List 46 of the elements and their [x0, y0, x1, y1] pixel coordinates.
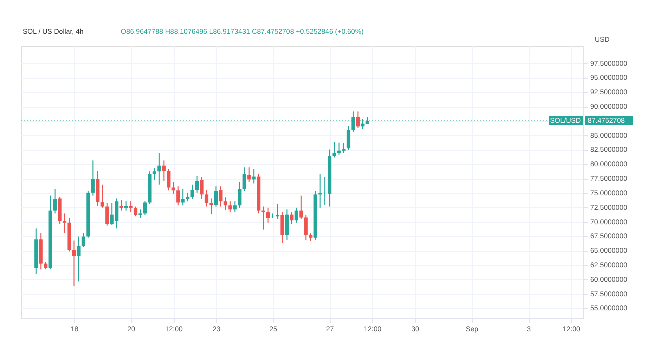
- candlestick: [332, 142, 336, 158]
- candlestick: [167, 168, 171, 192]
- candlestick: [72, 240, 76, 287]
- candlestick: [124, 201, 128, 212]
- candlestick: [54, 188, 58, 214]
- candlestick: [356, 111, 360, 129]
- candlestick: [204, 190, 209, 208]
- candlestick: [100, 184, 104, 208]
- candlestick: [352, 111, 356, 133]
- candlestick: [195, 176, 200, 194]
- candlestick: [224, 197, 228, 211]
- candlestick: [266, 207, 270, 224]
- candlestick: [82, 232, 86, 248]
- candlestick: [176, 186, 180, 206]
- candlestick: [280, 212, 284, 244]
- candlestick: [62, 213, 67, 234]
- candlestick: [190, 184, 194, 200]
- candlestick: [228, 201, 232, 214]
- candlestick: [143, 200, 148, 216]
- candlestick: [242, 167, 246, 192]
- candlestick: [262, 206, 266, 230]
- candlestick: [200, 176, 204, 200]
- candlestick: [346, 126, 351, 151]
- candlestick: [152, 168, 156, 181]
- candlestick: [134, 206, 138, 218]
- candlestick: [91, 160, 95, 196]
- candlestick: [120, 200, 124, 212]
- candlestick: [162, 160, 166, 182]
- candlestick: [300, 195, 304, 220]
- candlestick: [238, 182, 242, 210]
- candlestick: [233, 201, 237, 214]
- candlestick: [77, 236, 81, 282]
- candlestick: [158, 152, 162, 186]
- candlestick: [58, 196, 62, 225]
- candlestick: [210, 198, 214, 215]
- candlestick: [129, 201, 133, 214]
- candlestick: [248, 167, 252, 182]
- candlestick: [96, 170, 100, 207]
- candlestick: [304, 214, 308, 241]
- candlestick: [342, 142, 346, 154]
- candlestick: [106, 202, 110, 226]
- candlestick: [294, 207, 298, 224]
- candlestick: [214, 186, 218, 208]
- candlestick: [219, 186, 223, 208]
- candlestick: [290, 212, 294, 225]
- candlestick: [285, 209, 290, 241]
